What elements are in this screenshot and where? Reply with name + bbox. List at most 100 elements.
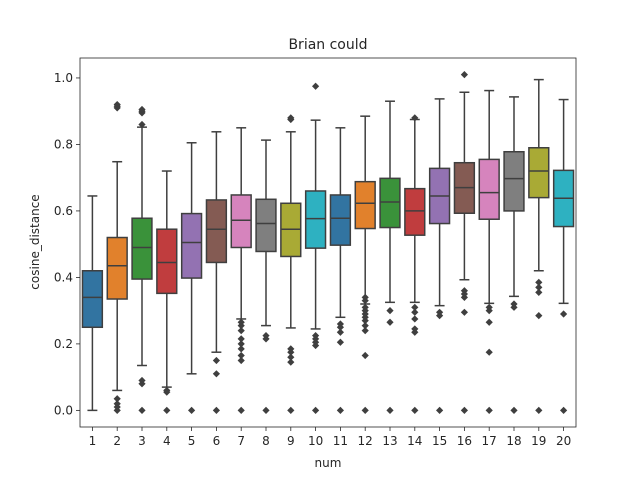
outlier-point — [485, 348, 493, 356]
box-group-6 — [205, 131, 228, 414]
box-group-2 — [106, 100, 128, 414]
box-group-18 — [503, 96, 525, 414]
outlier-point — [237, 340, 245, 348]
outlier-point — [163, 386, 171, 395]
outlier-point — [237, 335, 245, 343]
outlier-point — [237, 345, 245, 353]
outlier-point — [560, 406, 568, 414]
outlier-point — [485, 318, 493, 326]
x-tick-label: 11 — [333, 434, 348, 448]
outlier-point — [113, 400, 121, 408]
outlier-point — [560, 310, 568, 318]
x-tick-label: 18 — [506, 434, 521, 448]
outlier-point — [411, 114, 419, 122]
outlier-point — [361, 293, 369, 301]
box — [106, 236, 128, 300]
outlier-point — [237, 326, 245, 335]
outlier-point — [510, 300, 518, 308]
box-group-4 — [156, 170, 178, 414]
box — [156, 228, 178, 295]
x-tick-label: 2 — [113, 434, 121, 448]
y-tick-label: 0.2 — [54, 337, 73, 351]
x-tick-label: 17 — [482, 434, 497, 448]
box-group-11 — [329, 127, 352, 414]
outlier-point — [113, 395, 121, 403]
outlier-point — [535, 283, 543, 291]
y-tick-label: 0.0 — [54, 403, 73, 417]
outlier-point — [361, 303, 369, 311]
outlier-point — [312, 331, 320, 340]
outlier-point — [287, 353, 295, 361]
x-tick-label: 4 — [163, 434, 171, 448]
y-tick-label: 0.4 — [54, 270, 73, 284]
outlier-point — [237, 351, 245, 360]
x-tick-label: 6 — [213, 434, 221, 448]
outlier-point — [535, 288, 543, 296]
x-tick-label: 12 — [358, 434, 373, 448]
box — [528, 147, 550, 199]
outlier-point — [361, 351, 369, 360]
outlier-point — [535, 406, 543, 414]
outlier-point — [262, 406, 270, 414]
box — [329, 194, 352, 246]
outlier-point — [361, 406, 369, 414]
x-tick-label: 14 — [407, 434, 422, 448]
x-tick-label: 13 — [382, 434, 397, 448]
box — [255, 198, 277, 253]
x-tick-label: 7 — [237, 434, 245, 448]
outlier-point — [411, 308, 419, 316]
outlier-point — [336, 328, 344, 336]
outlier-point — [411, 315, 419, 323]
outlier-point — [336, 406, 344, 414]
outlier-point — [212, 370, 220, 378]
x-tick-label: 16 — [457, 434, 472, 448]
box — [205, 199, 228, 264]
outlier-point — [460, 287, 468, 295]
outlier-point — [361, 326, 369, 335]
box-group-15 — [428, 98, 451, 414]
x-tick-label: 5 — [188, 434, 196, 448]
outlier-point — [237, 318, 245, 326]
box — [379, 177, 401, 229]
box-group-1 — [81, 195, 104, 412]
y-axis-label: cosine_distance — [28, 194, 42, 289]
box — [404, 187, 426, 236]
outlier-point — [510, 406, 518, 414]
outlier-point — [436, 308, 444, 316]
outlier-point — [113, 100, 121, 109]
x-tick-label: 8 — [262, 434, 270, 448]
outlier-point — [163, 406, 171, 414]
outlier-point — [336, 320, 344, 328]
box-group-13 — [379, 100, 401, 414]
outlier-point — [287, 345, 295, 353]
plot-area — [81, 71, 575, 414]
outlier-point — [535, 278, 543, 286]
box — [354, 180, 376, 230]
x-axis-label: num — [315, 456, 342, 470]
box-group-19 — [528, 78, 550, 414]
box — [503, 150, 525, 212]
outlier-point — [411, 406, 419, 414]
outlier-point — [237, 406, 245, 414]
outlier-point — [336, 338, 344, 346]
outlier-point — [138, 376, 146, 385]
y-axis: 0.0 0.2 0.4 0.6 0.8 1.0 — [54, 71, 80, 417]
x-tick-label: 20 — [556, 434, 571, 448]
outlier-point — [386, 406, 394, 414]
x-tick-label: 1 — [89, 434, 97, 448]
box-group-7 — [230, 127, 252, 414]
outlier-point — [485, 303, 493, 311]
box — [131, 217, 153, 280]
outlier-point — [436, 406, 444, 414]
box-group-14 — [404, 114, 426, 414]
outlier-point — [188, 406, 196, 414]
outlier-point — [411, 303, 419, 311]
box-group-8 — [255, 139, 277, 414]
outlier-point — [287, 114, 295, 122]
outlier-point — [138, 406, 146, 414]
box-group-5 — [180, 142, 203, 414]
outlier-point — [138, 105, 146, 114]
outlier-point — [535, 312, 543, 320]
outlier-point — [485, 406, 493, 414]
y-tick-label: 0.6 — [54, 204, 73, 218]
